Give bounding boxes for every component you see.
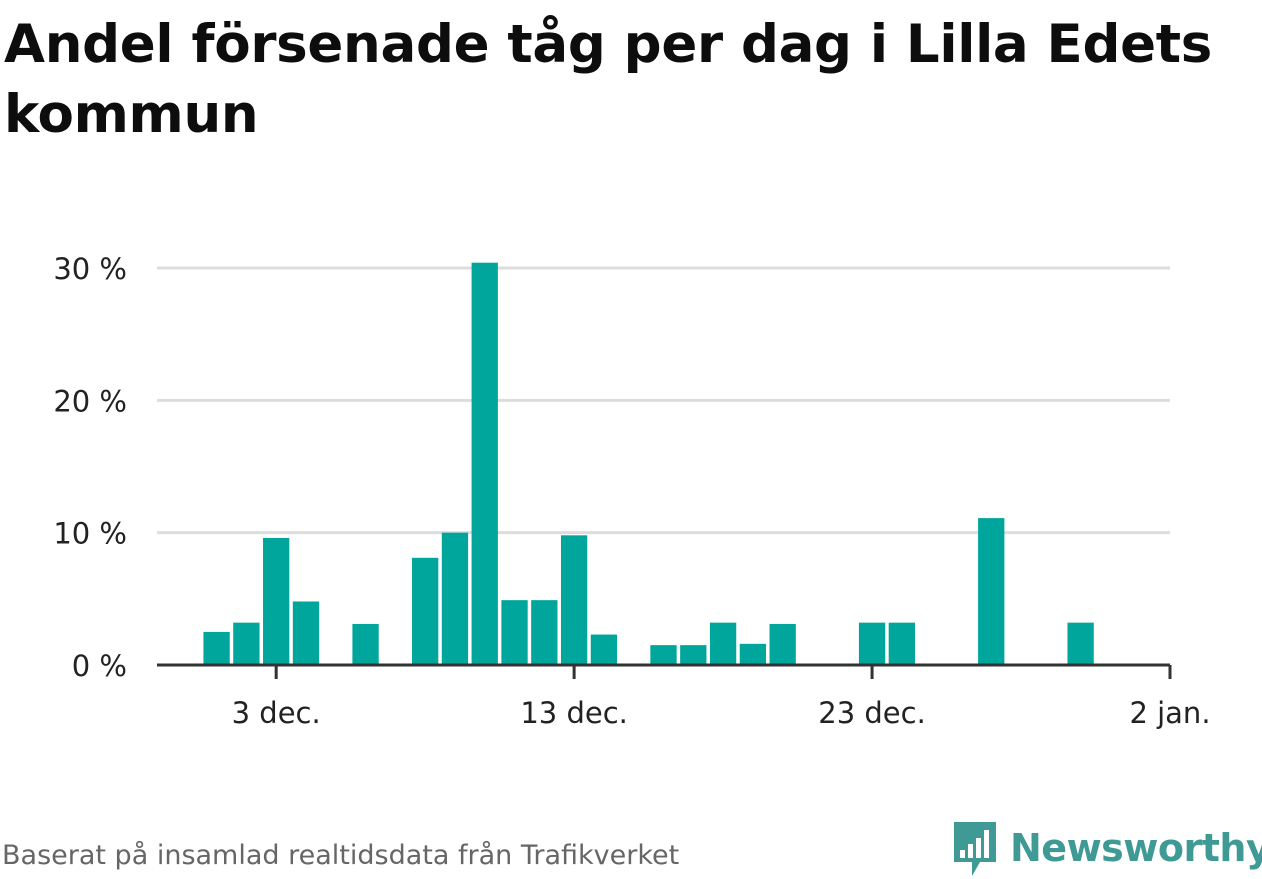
bar-2018-12-01 — [203, 631, 230, 665]
bar-2018-12-23 — [858, 622, 886, 665]
bar-2018-12-24 — [888, 622, 915, 665]
source-note: Baserat på insamlad realtidsdata från Tr… — [2, 840, 680, 871]
y-tick-label: 0 % — [72, 649, 127, 683]
bar-2018-12-04 — [292, 601, 320, 665]
bar-2018-12-17 — [680, 645, 707, 665]
bar-2018-12-08 — [412, 557, 439, 665]
x-axis — [157, 663, 1172, 679]
bar-2018-12-03 — [263, 537, 290, 665]
bar-2018-12-14 — [590, 634, 618, 665]
bar-2018-12-09 — [441, 532, 469, 665]
newsworthy-chart-bubble-icon — [954, 822, 996, 876]
bar-2018-12-20 — [769, 623, 796, 665]
gridlines — [157, 266, 1170, 535]
logo-text: Newsworthy — [1010, 826, 1262, 870]
chart-title: Andel försenade tåg per dag i Lilla Edet… — [4, 14, 1213, 145]
x-tick-label: 13 dec. — [520, 696, 628, 730]
bar-2018-12-16 — [650, 645, 677, 665]
bar-2018-12-12 — [531, 600, 558, 665]
y-axis-labels: 0 % 10 % 20 % 30 % — [53, 252, 127, 683]
bar-2018-12-19 — [739, 643, 767, 665]
x-tick-label: 3 dec. — [232, 696, 321, 730]
x-tick-label: 2 jan. — [1129, 696, 1210, 730]
bar-2018-12-27 — [978, 518, 1005, 665]
bar-2018-12-13 — [560, 535, 588, 665]
bar-2018-12-02 — [233, 622, 260, 665]
y-tick-label: 30 % — [53, 252, 127, 286]
x-axis-labels: 3 dec. 13 dec. 23 dec. 2 jan. — [232, 696, 1211, 730]
bar-2018-12-11 — [501, 600, 528, 665]
y-tick-label: 20 % — [53, 384, 127, 418]
x-tick-label: 23 dec. — [818, 696, 926, 730]
bar-2018-12-18 — [709, 622, 737, 665]
newsworthy-logo: Newsworthy — [950, 818, 1262, 878]
bars — [203, 262, 1094, 665]
bar-2018-12-30 — [1067, 622, 1094, 665]
y-tick-label: 10 % — [53, 517, 127, 551]
bar-2018-12-06 — [352, 623, 379, 665]
bar-2018-12-10 — [471, 262, 498, 665]
